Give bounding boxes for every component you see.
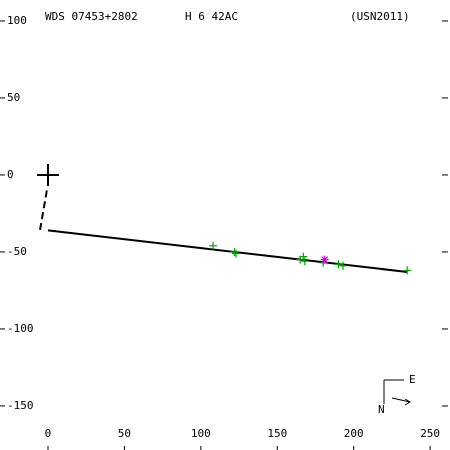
observation [334, 260, 343, 269]
x-tick-label: 100 [191, 427, 211, 440]
header-id: WDS 07453+2802 [45, 10, 138, 23]
origin-cross [37, 164, 59, 186]
x-tick-label: 200 [344, 427, 364, 440]
x-tick-label: 50 [118, 427, 131, 440]
observation [230, 247, 239, 256]
compass-label: E [409, 373, 416, 386]
compass-arrow [391, 397, 411, 406]
observation [300, 257, 309, 266]
y-tick-label: -150 [7, 399, 34, 412]
y-tick-label: -50 [7, 245, 27, 258]
compass-label: N [378, 403, 385, 416]
y-tick-label: -100 [7, 322, 34, 335]
y-tick-label: 50 [7, 91, 20, 104]
header-name: H 6 42AC [185, 10, 238, 23]
observation [339, 261, 348, 270]
x-tick-label: 150 [267, 427, 287, 440]
header-ref: (USN2011) [350, 10, 410, 23]
compass [383, 379, 411, 406]
x-tick-label: 250 [420, 427, 440, 440]
observation [209, 241, 218, 250]
fit-line [47, 229, 408, 273]
y-tick-label: 0 [7, 168, 14, 181]
observation [232, 249, 241, 258]
x-tick-label: 0 [45, 427, 52, 440]
highlight-point [320, 255, 329, 264]
observation [299, 252, 308, 261]
observation [403, 266, 412, 275]
y-tick-label: 100 [7, 14, 27, 27]
node-line [39, 189, 48, 231]
